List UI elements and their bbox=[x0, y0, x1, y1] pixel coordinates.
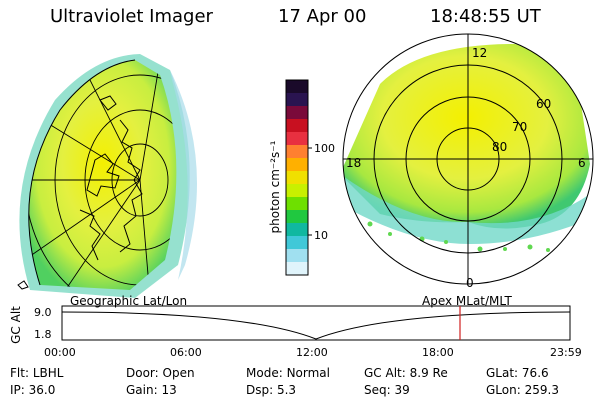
globe-halo-outer bbox=[170, 70, 197, 280]
info-glat: GLat: 76.6 bbox=[486, 366, 549, 380]
image-date: 17 Apr 00 bbox=[278, 6, 367, 27]
colorbar-segment bbox=[286, 210, 308, 224]
colorbar-tick-label: 100 bbox=[314, 142, 335, 155]
info-dsp: Dsp: 5.3 bbox=[246, 383, 297, 397]
mlt-label-18: 18 bbox=[346, 156, 362, 170]
colorbar-segment bbox=[286, 80, 308, 94]
polar-emission bbox=[343, 44, 590, 229]
colorbar-unit-label: photon cm⁻²s⁻¹ bbox=[268, 140, 282, 234]
colorbar-segment bbox=[286, 223, 308, 237]
colorbar-segment bbox=[286, 249, 308, 263]
colorbar-segment bbox=[286, 145, 308, 159]
colorbar-segment bbox=[286, 93, 308, 107]
altitude-timeline bbox=[61, 305, 571, 341]
polar-mlat-mlt-image bbox=[342, 33, 594, 285]
timeline-axis-label: GC Alt bbox=[9, 306, 23, 344]
geographic-globe-image bbox=[17, 54, 197, 298]
mlt-label-12: 12 bbox=[472, 46, 488, 60]
info-filter: Flt: LBHL bbox=[10, 366, 64, 380]
mlt-label-0: 0 bbox=[466, 276, 474, 290]
projection-label-apex: Apex MLat/MLT bbox=[422, 294, 512, 308]
timeline-xtick-0600: 06:00 bbox=[170, 346, 202, 359]
globe-emission bbox=[28, 60, 177, 290]
intensity-colorbar: 100 10 bbox=[285, 79, 335, 276]
timeline-xtick-1200: 12:00 bbox=[296, 346, 328, 359]
timeline-xtick-2359: 23:59 bbox=[550, 346, 582, 359]
timeline-ytick-9: 9.0 bbox=[34, 306, 52, 319]
info-gc-alt: GC Alt: 8.9 Re bbox=[364, 366, 448, 380]
info-door: Door: Open bbox=[126, 366, 195, 380]
colorbar-segment bbox=[286, 106, 308, 120]
colorbar-frame bbox=[285, 79, 309, 276]
info-seq: Seq: 39 bbox=[364, 383, 410, 397]
timeline-xtick-1800: 18:00 bbox=[422, 346, 454, 359]
info-mode: Mode: Normal bbox=[246, 366, 330, 380]
mlat-label-60: 60 bbox=[536, 97, 552, 111]
projection-label-geographic: Geographic Lat/Lon bbox=[70, 294, 188, 308]
colorbar-segment bbox=[286, 262, 308, 276]
colorbar-tick-label: 10 bbox=[314, 229, 328, 242]
colorbar-segment bbox=[286, 236, 308, 250]
altitude-curve bbox=[61, 311, 571, 340]
colorbar-segment bbox=[286, 132, 308, 146]
colorbar-segment bbox=[286, 197, 308, 211]
colorbar-segment bbox=[286, 171, 308, 185]
colorbar-segment bbox=[286, 158, 308, 172]
image-time: 18:48:55 UT bbox=[430, 6, 541, 27]
info-gain: Gain: 13 bbox=[126, 383, 177, 397]
mlat-label-70: 70 bbox=[512, 120, 528, 134]
mlat-label-80: 80 bbox=[492, 140, 508, 154]
info-ip: IP: 36.0 bbox=[10, 383, 56, 397]
info-glon: GLon: 259.3 bbox=[486, 383, 559, 397]
timeline-xtick-0000: 00:00 bbox=[44, 346, 76, 359]
colorbar-segment bbox=[286, 184, 308, 198]
mlt-label-6: 6 bbox=[578, 156, 586, 170]
instrument-title: Ultraviolet Imager bbox=[50, 6, 213, 27]
colorbar-segment bbox=[286, 119, 308, 133]
timeline-ytick-1-8: 1.8 bbox=[34, 328, 52, 341]
